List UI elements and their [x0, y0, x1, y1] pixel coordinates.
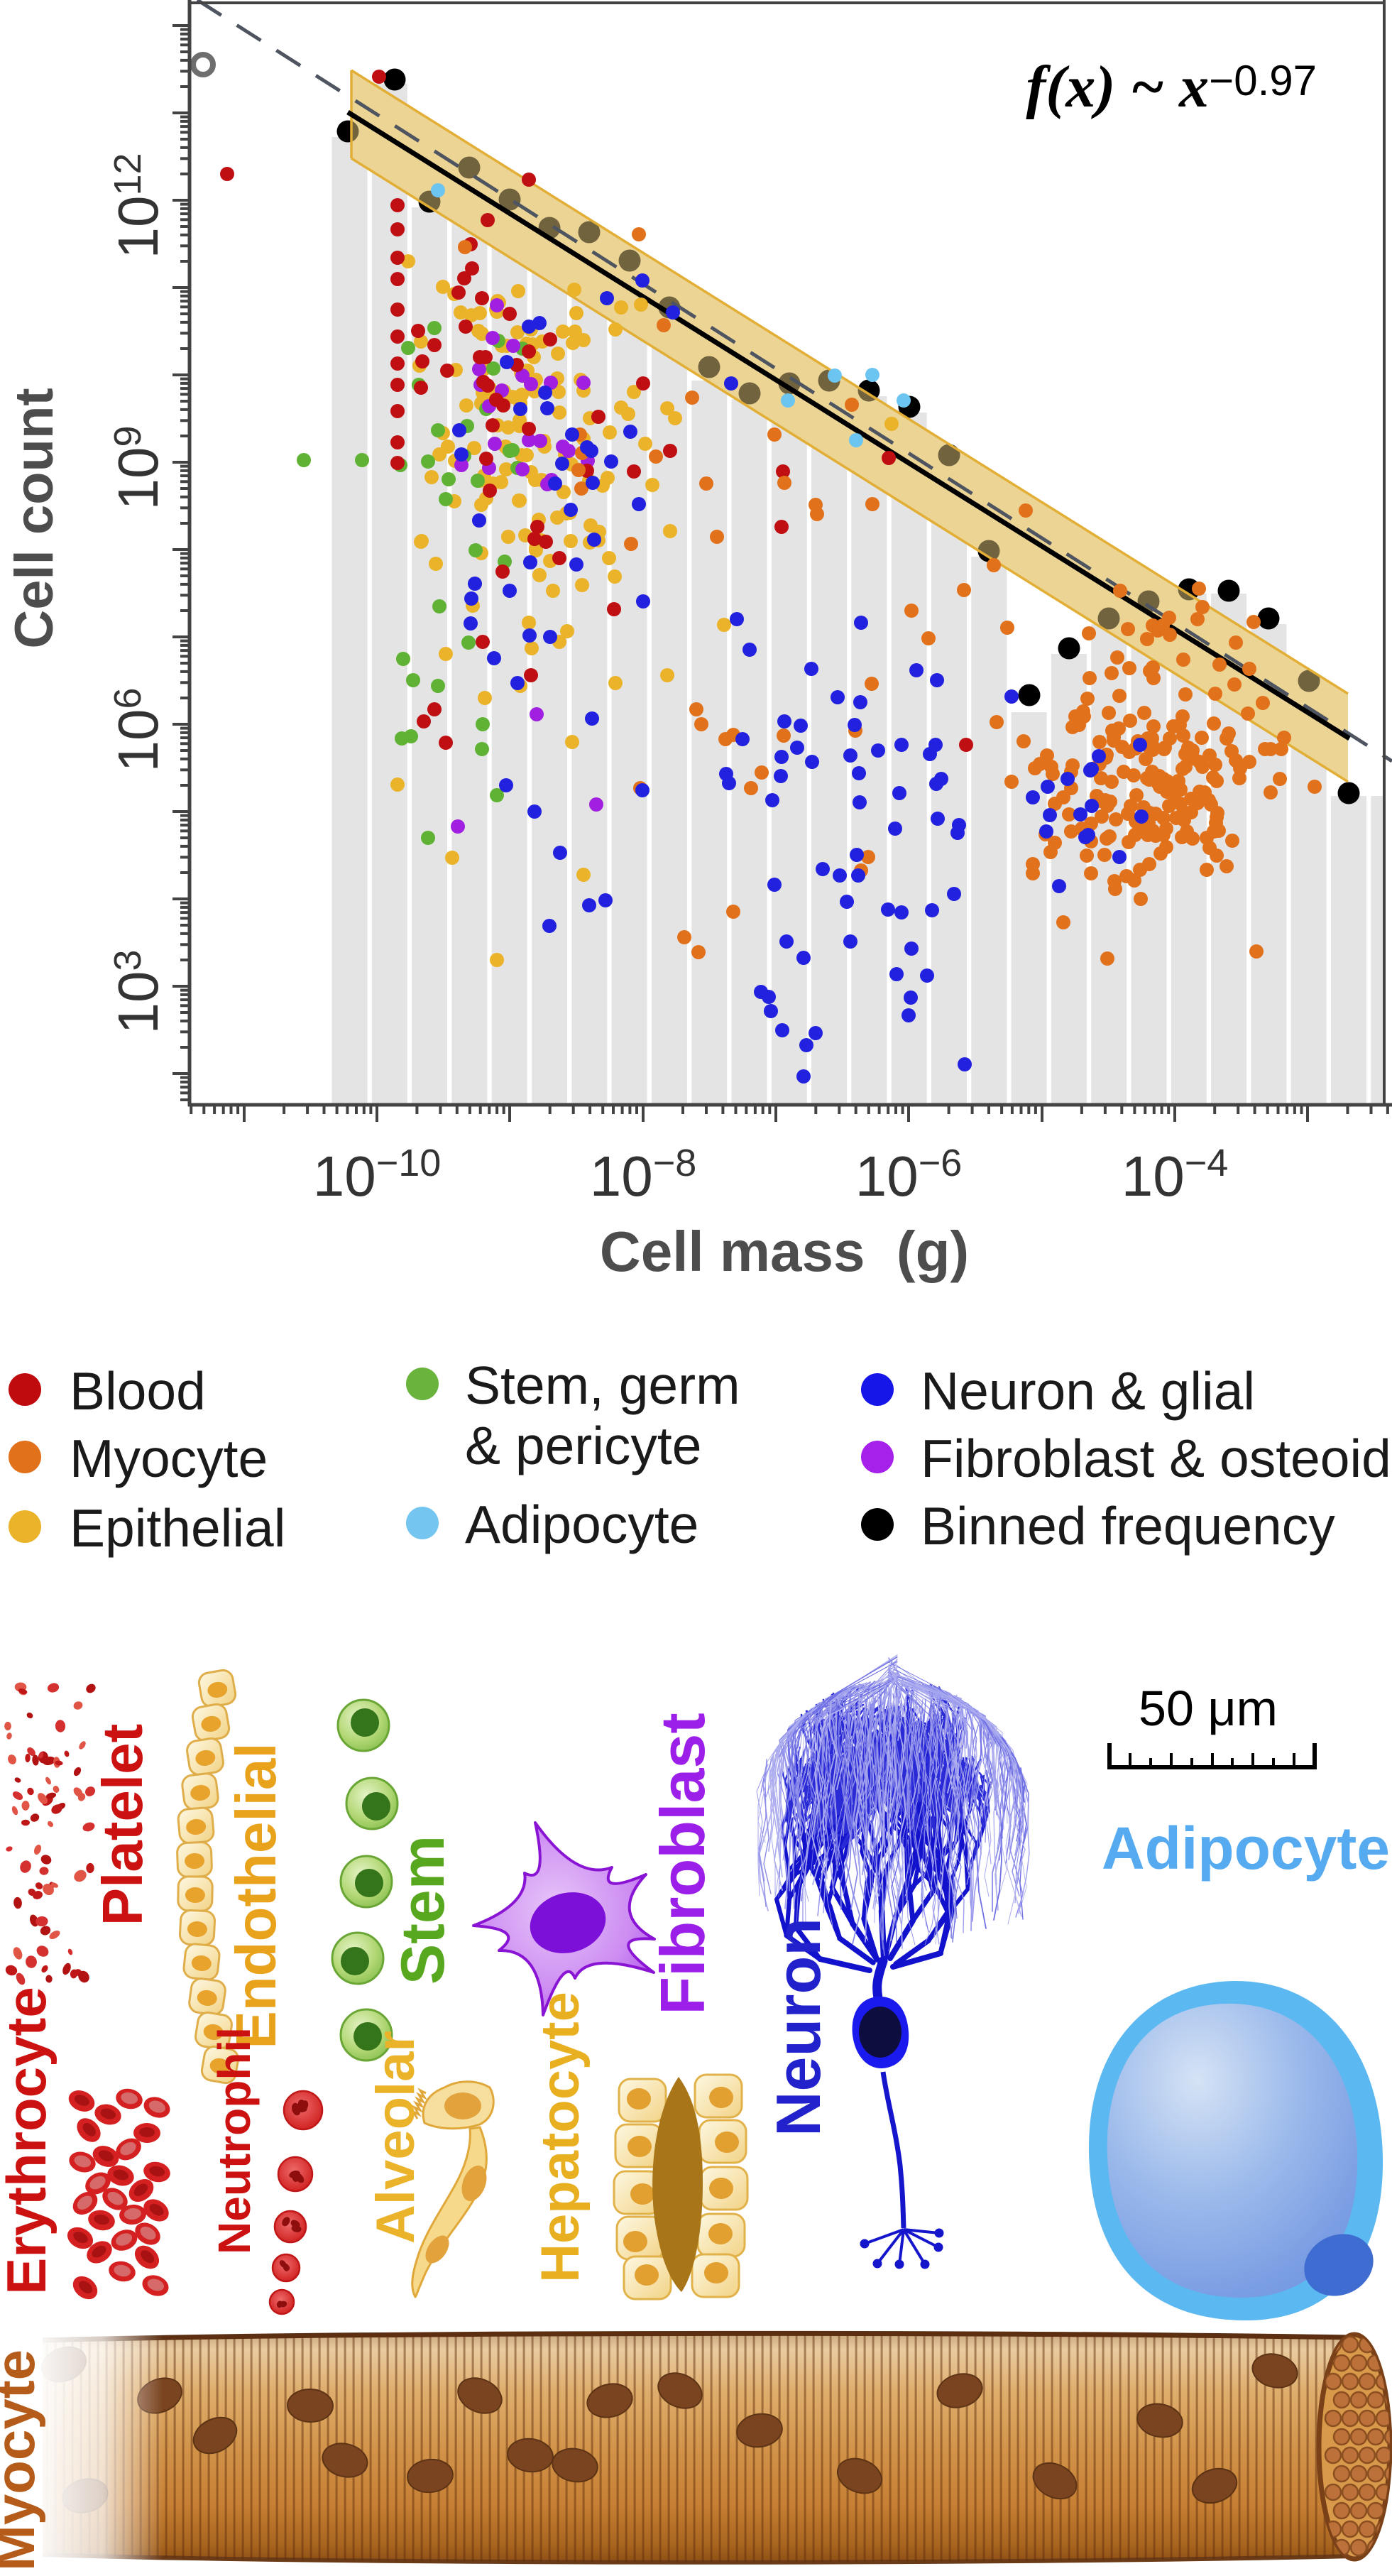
svg-text:Platelet: Platelet — [91, 1724, 154, 1926]
svg-text:Neuron: Neuron — [763, 1918, 833, 2136]
svg-text:Cell count: Cell count — [4, 388, 65, 648]
svg-text:Neuron & glial: Neuron & glial — [921, 1361, 1255, 1421]
svg-text:Blood: Blood — [70, 1361, 206, 1421]
svg-text:Hepatocyte: Hepatocyte — [530, 1992, 591, 2283]
svg-text:10−8: 10−8 — [590, 1142, 697, 1208]
svg-text:Cell mass (g): Cell mass (g) — [600, 1220, 969, 1283]
svg-text:Adipocyte: Adipocyte — [1102, 1815, 1390, 1882]
svg-text:Myocyte: Myocyte — [70, 1429, 268, 1488]
svg-text:Binned frequency: Binned frequency — [921, 1496, 1335, 1556]
svg-text:50 μm: 50 μm — [1139, 1681, 1278, 1736]
svg-text:Fibroblast: Fibroblast — [647, 1713, 718, 2014]
svg-text:Erythrocyte: Erythrocyte — [0, 1987, 57, 2295]
svg-text:Alveolar: Alveolar — [366, 2031, 426, 2244]
svg-text:& pericyte: & pericyte — [465, 1416, 701, 1475]
svg-text:Neutrophil: Neutrophil — [209, 2027, 260, 2254]
svg-text:Epithelial: Epithelial — [70, 1498, 285, 1558]
svg-text:Myocyte: Myocyte — [0, 2349, 46, 2571]
svg-text:Stem, germ: Stem, germ — [465, 1355, 740, 1415]
svg-text:Fibroblast & osteoid: Fibroblast & osteoid — [921, 1429, 1391, 1488]
svg-text:Adipocyte: Adipocyte — [465, 1495, 698, 1554]
svg-text:Endothelial: Endothelial — [224, 1742, 287, 2048]
svg-text:Stem: Stem — [389, 1835, 457, 1985]
